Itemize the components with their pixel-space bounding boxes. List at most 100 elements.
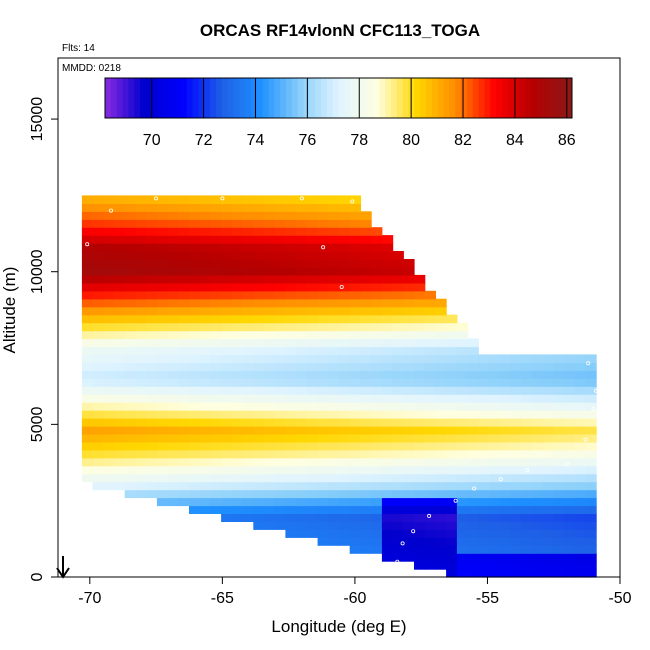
heatmap-cell (414, 433, 426, 443)
heatmap-cell (553, 545, 565, 554)
heatmap-cell (360, 433, 372, 443)
heatmap-cell (585, 505, 597, 514)
heatmap-cell (114, 306, 126, 316)
heatmap-cell (414, 457, 426, 467)
heatmap-cell (585, 425, 597, 435)
heatmap-cell (210, 402, 222, 411)
heatmap-cell (156, 402, 169, 411)
heatmap-cell (381, 282, 394, 292)
heatmap-cell (189, 505, 201, 514)
heatmap-cell (135, 251, 147, 260)
heatmap-cell (114, 473, 126, 483)
heatmap-cell (210, 330, 222, 340)
heatmap-cell (456, 402, 469, 411)
heatmap-cell (264, 521, 276, 530)
heatmap-cell (274, 290, 286, 300)
heatmap-cell (274, 418, 286, 427)
heatmap-cell (178, 473, 190, 483)
heatmap-cell (306, 489, 319, 499)
heatmap-cell (253, 386, 265, 395)
heatmap-cell (360, 338, 372, 348)
heatmap-cell (435, 529, 447, 538)
heatmap-cell (221, 298, 233, 308)
heatmap-cell (456, 338, 469, 348)
heatmap-cell (381, 266, 394, 276)
heatmap-cell (585, 457, 597, 467)
heatmap-cell (499, 473, 511, 483)
heatmap-cell (478, 425, 490, 435)
heatmap-cell (574, 505, 586, 514)
heatmap-cell (403, 378, 415, 387)
heatmap-cell (521, 410, 533, 419)
heatmap-cell (167, 378, 179, 387)
heatmap-cell (499, 497, 511, 507)
heatmap-cell (360, 537, 372, 546)
heatmap-cell (231, 235, 244, 244)
heatmap-cell (210, 235, 222, 244)
heatmap-cell (210, 457, 222, 467)
heatmap-cell (135, 259, 147, 268)
heatmap-cell (210, 259, 222, 268)
heatmap-cell (253, 465, 265, 475)
heatmap-cell (339, 370, 351, 379)
heatmap-cell (189, 473, 201, 483)
heatmap-cell (328, 433, 340, 443)
heatmap-cell (114, 298, 126, 308)
heatmap-cell (317, 282, 329, 292)
heatmap-cell (564, 441, 576, 451)
heatmap-cell (371, 354, 383, 363)
heatmap-cell (392, 449, 404, 459)
heatmap-cell (199, 465, 211, 475)
heatmap-cell (467, 378, 479, 387)
heatmap-cell (167, 418, 179, 427)
heatmap-cell (446, 529, 458, 538)
heatmap-cell (103, 266, 115, 276)
heatmap-cell (349, 529, 361, 538)
heatmap-cell (381, 481, 394, 491)
heatmap-cell (178, 243, 190, 252)
heatmap-cell (317, 251, 329, 260)
heatmap-cell (242, 505, 254, 514)
heatmap-cell (489, 569, 501, 578)
flight-track-point (432, 248, 437, 253)
heatmap-cell (306, 274, 319, 284)
heatmap-cell (553, 457, 565, 467)
heatmap-cell (403, 322, 415, 332)
heatmap-cell (156, 473, 169, 483)
heatmap-cell (103, 235, 115, 244)
heatmap-cell (146, 378, 158, 387)
heatmap-cell (574, 473, 586, 483)
heatmap-cell (574, 394, 586, 403)
colorbar-swatch (367, 78, 375, 118)
heatmap-cell (456, 322, 469, 332)
heatmap-cell (542, 410, 554, 419)
heatmap-cell (210, 266, 222, 276)
heatmap-cell (392, 330, 404, 340)
heatmap-cell (531, 473, 544, 483)
heatmap-cell (360, 489, 372, 499)
heatmap-cell (349, 521, 361, 530)
heatmap-cell (360, 211, 372, 220)
heatmap-cell (221, 266, 233, 276)
heatmap-cell (414, 410, 426, 419)
heatmap-cell (317, 259, 329, 268)
heatmap-cell (103, 290, 115, 300)
heatmap-cell (317, 473, 329, 483)
heatmap-cell (264, 227, 276, 236)
heatmap-cell (199, 394, 211, 403)
heatmap-cell (189, 457, 201, 467)
heatmap-cell (156, 306, 169, 316)
heatmap-cell (499, 465, 511, 475)
heatmap-cell (81, 370, 94, 379)
heatmap-cell (456, 537, 469, 546)
heatmap-cell (92, 402, 104, 411)
heatmap-cell (381, 425, 394, 435)
heatmap-cell (510, 481, 522, 491)
heatmap-cell (446, 513, 458, 522)
heatmap-cell (317, 266, 329, 276)
heatmap-cell (221, 418, 233, 427)
heatmap-cell (435, 553, 447, 562)
heatmap-cell (189, 338, 201, 348)
colorbar-swatch (484, 78, 491, 118)
heatmap-cell (414, 338, 426, 348)
